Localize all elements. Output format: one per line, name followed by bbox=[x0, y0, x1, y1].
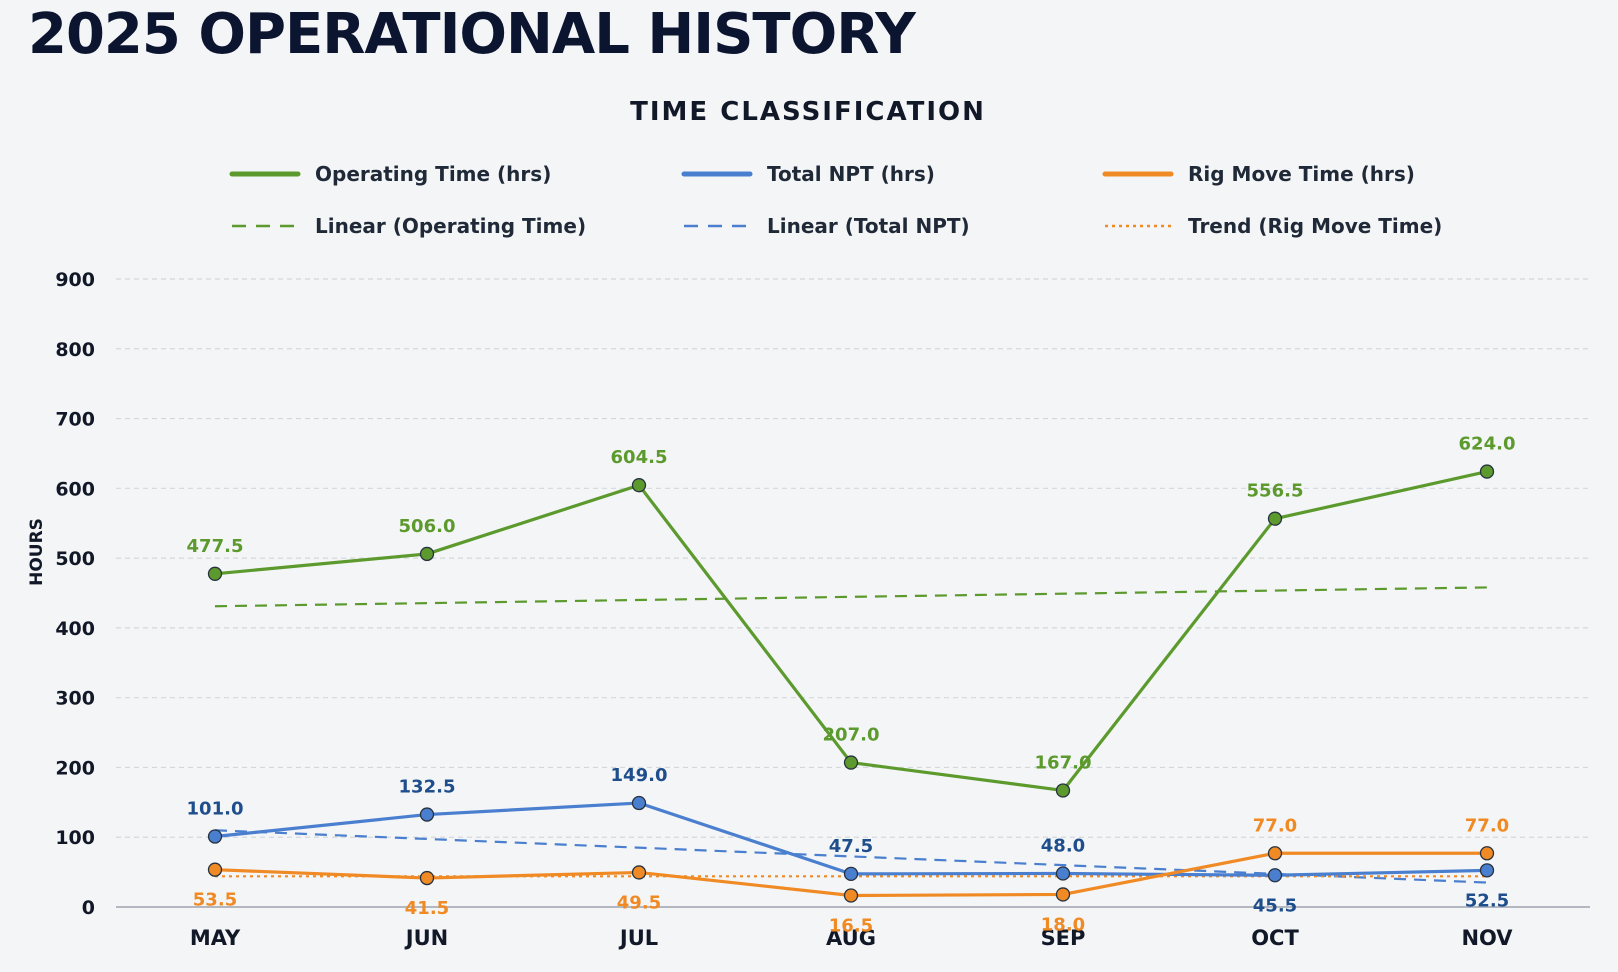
data-label: 506.0 bbox=[399, 516, 456, 537]
data-point bbox=[1055, 783, 1071, 798]
data-point bbox=[1055, 887, 1071, 902]
data-label: 556.5 bbox=[1247, 481, 1304, 502]
data-label: 18.0 bbox=[1041, 914, 1085, 935]
data-label: 149.0 bbox=[611, 765, 668, 786]
data-point bbox=[419, 546, 435, 562]
data-point bbox=[1267, 511, 1283, 526]
legend-label: Linear (Total NPT) bbox=[767, 214, 970, 238]
data-label: 77.0 bbox=[1465, 815, 1509, 836]
y-tick-label: 800 bbox=[55, 339, 95, 361]
data-point bbox=[631, 795, 647, 811]
data-label: 52.5 bbox=[1465, 890, 1509, 911]
x-tick-label: MAY bbox=[190, 926, 241, 950]
data-point bbox=[631, 478, 647, 493]
x-tick-label: JUL bbox=[618, 926, 658, 950]
x-tick-label: NOV bbox=[1461, 926, 1513, 950]
chart-title: TIME CLASSIFICATION bbox=[630, 97, 986, 127]
data-label: 624.0 bbox=[1459, 434, 1516, 455]
data-point bbox=[1479, 846, 1495, 861]
data-point bbox=[207, 566, 223, 581]
x-tick-label: AUG bbox=[826, 926, 876, 950]
data-point bbox=[419, 807, 435, 822]
data-label: 77.0 bbox=[1253, 815, 1297, 836]
data-labels: 477.5 506.0 604.5 207.0 167.0 556.5 624.0 101.0… bbox=[187, 434, 1516, 937]
data-point bbox=[207, 829, 223, 844]
legend-label: Operating Time (hrs) bbox=[315, 162, 551, 186]
x-tick-label: OCT bbox=[1251, 926, 1299, 950]
data-point bbox=[1055, 866, 1071, 881]
data-point bbox=[843, 888, 859, 903]
data-label: 604.5 bbox=[611, 447, 668, 468]
gridlines bbox=[116, 278, 1590, 838]
y-axis-label: HOURS bbox=[27, 518, 47, 586]
x-axis-ticks: MAY JUN JUL AUG SEP OCT NOV bbox=[190, 926, 1513, 950]
data-label: 41.5 bbox=[405, 898, 449, 919]
data-point bbox=[1479, 464, 1495, 479]
data-point bbox=[1479, 863, 1495, 878]
data-point bbox=[843, 866, 859, 882]
legend-label: Rig Move Time (hrs) bbox=[1188, 162, 1415, 186]
y-tick-label: 0 bbox=[82, 897, 95, 919]
data-label: 16.5 bbox=[829, 915, 873, 936]
x-tick-label: JUN bbox=[404, 926, 448, 950]
page-title: 2025 OPERATIONAL HISTORY bbox=[28, 2, 916, 67]
data-label: 101.0 bbox=[187, 799, 244, 820]
data-label: 477.5 bbox=[187, 536, 244, 557]
y-tick-label: 500 bbox=[55, 548, 95, 570]
data-point bbox=[1267, 868, 1283, 883]
data-point bbox=[1267, 846, 1283, 861]
trendline bbox=[214, 586, 1488, 608]
data-point bbox=[843, 755, 859, 770]
legend: Operating Time (hrs) Total NPT (hrs) Rig M… bbox=[229, 162, 1442, 238]
data-label: 132.5 bbox=[399, 777, 456, 798]
data-label: 53.5 bbox=[193, 890, 237, 911]
data-label: 45.5 bbox=[1253, 895, 1297, 916]
y-tick-label: 200 bbox=[55, 757, 95, 779]
y-tick-label: 300 bbox=[55, 688, 95, 710]
y-tick-label: 700 bbox=[55, 409, 95, 431]
series-points bbox=[207, 464, 1495, 903]
y-tick-label: 100 bbox=[55, 827, 95, 849]
data-point bbox=[419, 870, 435, 886]
y-axis-ticks: 0 100 200 300 400 500 600 700 800 900 bbox=[55, 269, 95, 919]
y-tick-label: 900 bbox=[55, 269, 95, 291]
y-tick-label: 400 bbox=[55, 618, 95, 640]
data-point bbox=[207, 862, 223, 877]
x-tick-label: SEP bbox=[1041, 926, 1086, 950]
data-label: 207.0 bbox=[823, 725, 880, 746]
y-tick-label: 600 bbox=[55, 478, 95, 500]
legend-label: Trend (Rig Move Time) bbox=[1188, 214, 1442, 238]
data-point bbox=[631, 865, 647, 880]
data-label: 47.5 bbox=[829, 836, 873, 857]
data-label: 49.5 bbox=[617, 892, 661, 913]
legend-label: Total NPT (hrs) bbox=[767, 162, 935, 186]
data-label: 48.0 bbox=[1041, 836, 1085, 857]
legend-label: Linear (Operating Time) bbox=[315, 214, 586, 238]
data-label: 167.0 bbox=[1035, 752, 1092, 773]
